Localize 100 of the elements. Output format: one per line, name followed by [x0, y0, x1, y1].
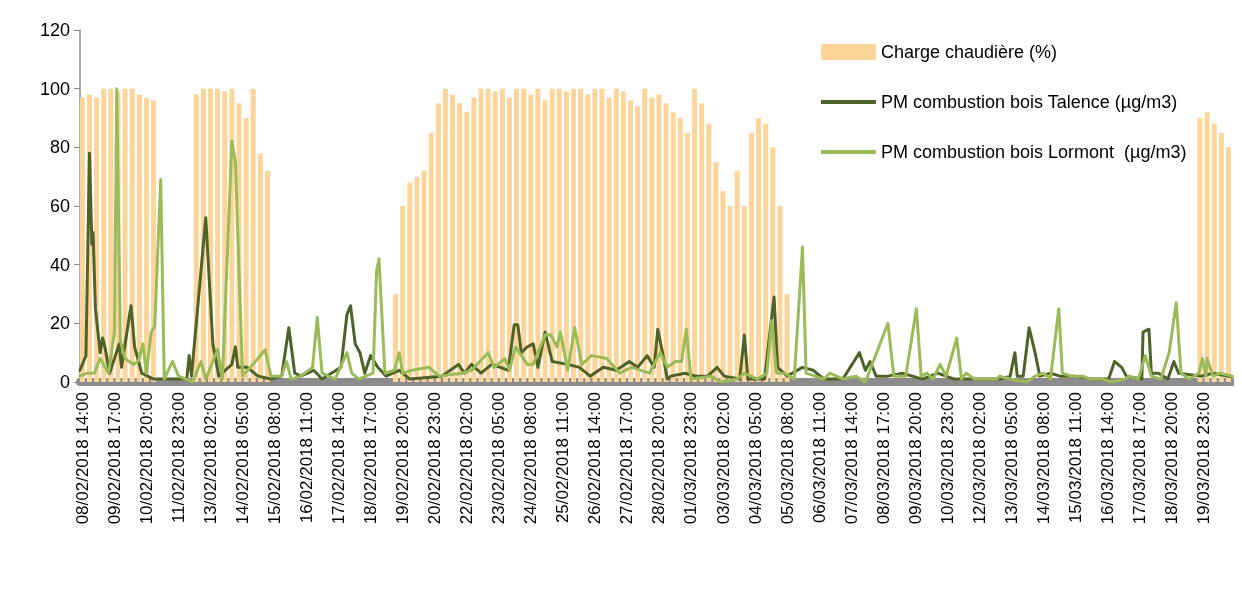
x-tick-label: 19/03/2018 23:00: [1194, 392, 1214, 525]
legend-label: PM combustion bois Lormont (µg/m3): [881, 142, 1187, 162]
bar: [635, 106, 641, 382]
bar: [763, 123, 769, 382]
bar: [1218, 132, 1224, 382]
bar: [706, 123, 712, 382]
line-series: [78, 87, 1234, 384]
bar: [215, 88, 221, 382]
x-tick-label: 10/02/2018 20:00: [136, 392, 156, 525]
bar: [578, 88, 584, 382]
x-tick-label: 14/02/2018 05:00: [233, 392, 253, 525]
x-tick-label: 09/03/2018 20:00: [905, 392, 925, 525]
legend-label: Charge chaudière (%): [881, 42, 1058, 62]
bar: [571, 88, 577, 382]
bar: [514, 88, 520, 382]
bar: [1204, 112, 1210, 382]
x-tick-label: 26/02/2018 14:00: [585, 392, 605, 525]
bar: [243, 118, 249, 382]
bar: [649, 97, 655, 382]
y-tick-label: 60: [49, 196, 70, 216]
bar: [613, 88, 619, 382]
x-tick-label: 05/03/2018 08:00: [777, 392, 797, 525]
x-tick-label: 15/03/2018 11:00: [1065, 392, 1085, 524]
bar: [549, 88, 555, 382]
bar: [521, 88, 527, 382]
x-tick-label: 25/02/2018 11:00: [553, 392, 573, 524]
x-tick-label: 14/03/2018 08:00: [1033, 392, 1053, 525]
y-tick-label: 20: [49, 313, 70, 334]
bar: [713, 162, 719, 382]
x-tick-label: 11/02/2018 23:00: [168, 392, 188, 524]
bar: [428, 132, 434, 382]
bar: [499, 88, 505, 382]
x-tick-label: 12/03/2018 02:00: [969, 392, 989, 525]
y-tick-label: 40: [49, 254, 70, 275]
x-tick-label: 20/02/2018 23:00: [425, 392, 445, 525]
y-tick-label: 0: [59, 372, 70, 392]
bar: [485, 88, 491, 382]
x-tick-label: 18/03/2018 20:00: [1161, 392, 1181, 525]
x-tick-label: 09/02/2018 17:00: [104, 392, 124, 525]
x-tick-label: 15/02/2018 08:00: [265, 392, 285, 525]
x-tick-label: 10/03/2018 23:00: [937, 392, 957, 525]
x-tick-label: 04/03/2018 05:00: [745, 392, 765, 525]
bar: [400, 206, 406, 382]
x-tick-label: 22/02/2018 02:00: [457, 392, 477, 525]
x-tick-label: 19/02/2018 20:00: [393, 392, 413, 525]
bar: [407, 182, 413, 382]
bar: [784, 294, 790, 382]
x-tick-label: 01/03/2018 23:00: [681, 392, 701, 525]
bar: [756, 118, 762, 382]
bar: [101, 88, 107, 382]
x-tick-label: 16/02/2018 11:00: [297, 392, 317, 524]
bar: [692, 88, 698, 382]
bar: [656, 94, 662, 382]
bar: [257, 153, 263, 382]
bar: [264, 170, 270, 382]
bar: [720, 191, 726, 382]
bar: [585, 94, 591, 382]
bar: [421, 170, 427, 382]
bar: [435, 103, 441, 382]
y-tick-label: 80: [49, 137, 70, 158]
bar: [442, 88, 448, 382]
bar: [143, 97, 149, 382]
bar: [136, 94, 142, 382]
bar: [627, 100, 633, 382]
bar: [727, 206, 733, 382]
x-tick-label: 13/03/2018 05:00: [1001, 392, 1021, 525]
x-tick-label: 08/02/2018 14:00: [72, 392, 92, 525]
bar: [478, 88, 484, 382]
bar: [699, 103, 705, 382]
bar: [642, 88, 648, 382]
bar: [250, 88, 256, 382]
bar: [599, 88, 605, 382]
bar: [777, 206, 783, 382]
bar: [457, 103, 463, 382]
bar: [663, 103, 669, 382]
bar: [506, 97, 512, 382]
bar: [108, 88, 114, 382]
x-tick-label: 23/02/2018 05:00: [489, 392, 509, 525]
bar: [471, 97, 477, 382]
legend-label: PM combustion bois Talence (µg/m3): [881, 92, 1178, 112]
bar: [492, 91, 498, 382]
bar: [592, 88, 598, 382]
bar: [734, 170, 740, 382]
bar: [670, 112, 676, 382]
bar: [542, 100, 548, 382]
x-tick-label: 24/02/2018 08:00: [521, 392, 541, 525]
bar: [677, 118, 683, 382]
bar: [79, 97, 85, 382]
x-tick-label: 18/02/2018 17:00: [361, 392, 381, 525]
bar: [556, 88, 562, 382]
x-tick-label: 13/02/2018 02:00: [201, 392, 220, 525]
bar: [414, 176, 420, 382]
x-tick-label: 07/03/2018 14:00: [841, 392, 861, 525]
bar: [606, 97, 612, 382]
x-tick-label: 28/02/2018 20:00: [649, 392, 669, 525]
bar: [1211, 123, 1217, 382]
bar: [535, 88, 541, 382]
bar: [464, 112, 470, 382]
x-tick-label: 17/03/2018 17:00: [1129, 392, 1149, 525]
bar: [563, 91, 569, 382]
